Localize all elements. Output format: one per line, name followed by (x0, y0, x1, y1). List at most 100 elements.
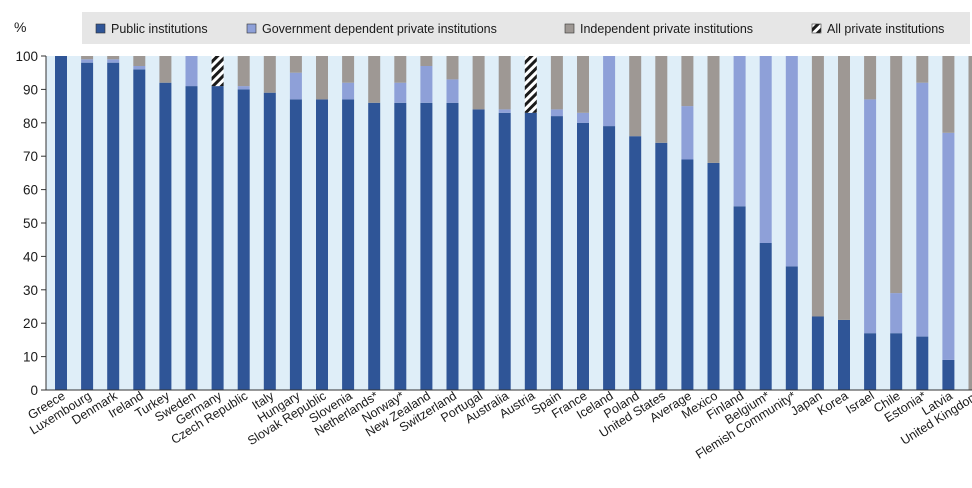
bar-segment-indep_private (263, 56, 276, 93)
bar-segment-indep_private (107, 56, 120, 60)
bar-segment-public (890, 333, 903, 390)
bar-segment-public (368, 102, 381, 391)
bar-segment-indep_private (864, 56, 877, 100)
bar-segment-public (603, 126, 616, 390)
bars (55, 56, 972, 391)
bar-segment-public (394, 102, 407, 391)
bar-segment-gov_private (864, 99, 877, 334)
bar-segment-public (316, 99, 328, 391)
bar-segment-indep_private (655, 56, 668, 143)
legend-swatch-indep_private (564, 23, 575, 34)
bar-segment-public (733, 206, 746, 390)
bar-segment-gov_private (785, 56, 798, 267)
bar-segment-gov_private (759, 56, 772, 243)
bar-segment-indep_private (368, 56, 381, 103)
bar-segment-indep_private (942, 56, 955, 133)
y-tick-label: 30 (23, 283, 38, 298)
bar-segment-indep_private (472, 56, 485, 110)
bar-segment-public (864, 333, 877, 390)
bar-segment-public (420, 102, 433, 391)
bar-segment-gov_private (577, 112, 589, 123)
bar-segment-gov_private (289, 72, 302, 100)
bar-segment-gov_private (942, 132, 955, 360)
bar-segment-gov_private (550, 109, 563, 117)
legend: Public institutions Government dependent … (95, 22, 944, 36)
bar-segment-gov_private (733, 56, 746, 207)
bar-segment-indep_private (838, 56, 850, 320)
bar-segment-indep_private (394, 56, 407, 83)
bar-segment-public (785, 266, 798, 390)
bar-segment-indep_private (159, 56, 172, 83)
bar-segment-gov_private (446, 79, 459, 103)
y-tick-label: 50 (23, 216, 38, 231)
bar-segment-public (838, 319, 850, 390)
bar-segment-public (133, 69, 146, 391)
bar-segment-public (811, 316, 824, 390)
bar-segment-public (263, 92, 276, 390)
bar-segment-public (237, 89, 250, 391)
bar-segment-indep_private (890, 56, 903, 294)
y-tick-label: 90 (23, 82, 38, 97)
bar-segment-gov_private (681, 106, 694, 160)
bar-segment-public (707, 162, 720, 390)
bar-segment-gov_private (890, 293, 903, 334)
y-tick-label: 10 (23, 350, 38, 365)
bar-segment-indep_private (629, 56, 642, 137)
legend-swatch-public (95, 23, 106, 34)
bar-segment-indep_private (133, 56, 146, 66)
bar-segment-indep_private (577, 56, 589, 113)
bar-segment-public (446, 102, 459, 391)
bar-segment-public (916, 336, 929, 390)
bar-segment-public (550, 116, 563, 390)
legend-label-gov_private: Government dependent private institution… (262, 22, 497, 36)
bar-segment-gov_private (420, 66, 433, 103)
bar-segment-public (211, 86, 224, 390)
bar-segment-indep_private (81, 56, 94, 60)
bar-segment-public (759, 243, 772, 390)
y-axis: 0 10 20 30 40 50 60 70 80 90 100 (15, 49, 47, 398)
bar-segment-indep_private (342, 56, 355, 83)
bar-segment-indep_private (498, 56, 511, 110)
bar-segment-indep_private (316, 56, 328, 100)
y-tick-label: 0 (30, 383, 38, 398)
bar-segment-indep_private (681, 56, 694, 107)
bar-segment-public (185, 86, 198, 390)
bar-segment-indep_private (446, 56, 459, 80)
bar-segment-gov_private (394, 82, 407, 103)
legend-label-all_private: All private institutions (827, 22, 944, 36)
bar-segment-indep_private (289, 56, 302, 73)
y-tick-label: 40 (23, 249, 38, 264)
bar-segment-public (472, 109, 485, 391)
bar-segment-indep_private (550, 56, 563, 110)
bar-segment-indep_private (420, 56, 433, 66)
bar-segment-gov_private (916, 82, 929, 337)
bar-segment-all_private (211, 56, 224, 87)
bar-segment-public (342, 99, 355, 391)
bar-segment-public (681, 159, 694, 390)
bar-segment-indep_private (237, 56, 250, 87)
bar-segment-gov_private (237, 86, 250, 90)
bar-segment-gov_private (603, 56, 616, 127)
bar-segment-public (159, 82, 172, 390)
y-tick-label: 80 (23, 116, 38, 131)
bar-segment-public (55, 56, 67, 390)
legend-swatch-all_private (811, 23, 822, 34)
bar-segment-public (629, 136, 642, 390)
y-tick-label: 100 (15, 49, 38, 64)
y-tick-label: 70 (23, 149, 38, 164)
bar-segment-gov_private (133, 66, 146, 70)
bar-segment-indep_private (968, 56, 972, 390)
legend-label-indep_private: Independent private institutions (580, 22, 753, 36)
bar-segment-public (942, 359, 955, 390)
bar-segment-public (524, 112, 537, 391)
bar-segment-public (81, 62, 94, 390)
bar-segment-indep_private (916, 56, 929, 83)
legend-background (82, 12, 970, 44)
bar-segment-public (289, 99, 302, 391)
bar-segment-public (498, 112, 511, 391)
bar-segment-public (577, 122, 589, 391)
bar-segment-gov_private (498, 109, 511, 113)
bar-segment-gov_private (185, 56, 198, 87)
bar-segment-gov_private (81, 59, 94, 63)
